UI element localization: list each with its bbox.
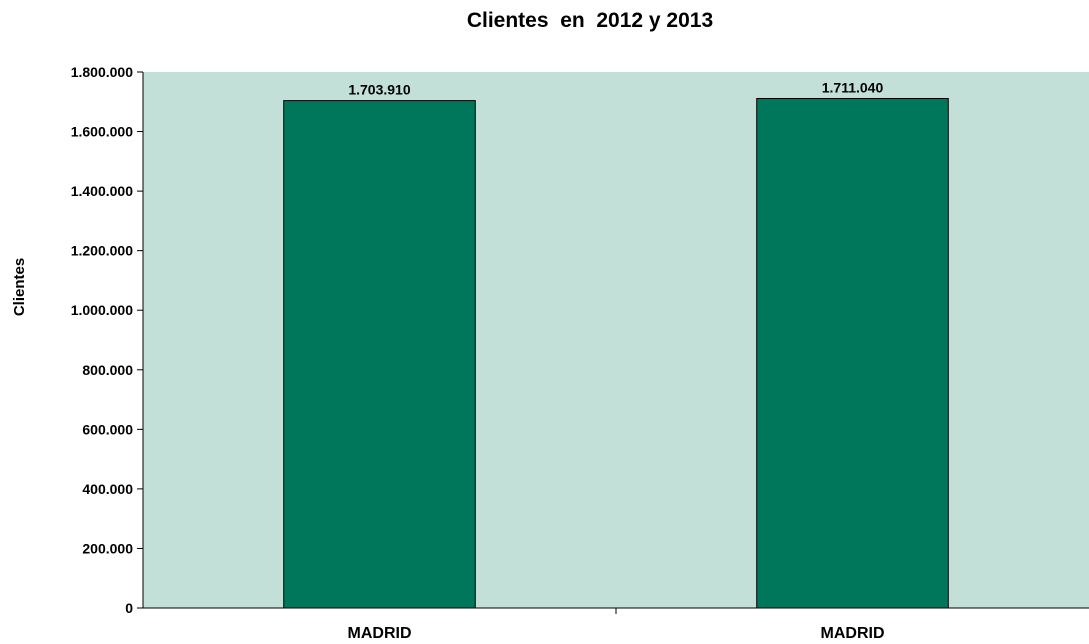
bar — [756, 97, 949, 609]
y-tick-label: 1.400.000 — [71, 183, 133, 199]
chart-title: Clientes en 2012 y 2013 — [467, 9, 713, 32]
data-label: 1.711.040 — [822, 79, 884, 95]
bar — [283, 100, 476, 609]
y-tick-label: 200.000 — [82, 540, 133, 556]
y-axis-label: Clientes — [11, 258, 28, 316]
y-tick-label: 1.600.000 — [71, 124, 133, 140]
y-tick-label: 1.800.000 — [71, 64, 133, 80]
y-tick-label: 600.000 — [82, 421, 133, 437]
x-tick-label: MADRID — [348, 625, 412, 642]
data-label: 1.703.910 — [348, 82, 410, 98]
y-tick-label: 0 — [125, 600, 133, 616]
x-tick-label: MADRID — [821, 625, 885, 642]
y-tick-label: 400.000 — [82, 481, 133, 497]
y-tick-label: 1.000.000 — [71, 302, 133, 318]
y-tick-label: 1.200.000 — [71, 243, 133, 259]
y-tick-label: 800.000 — [82, 362, 133, 378]
